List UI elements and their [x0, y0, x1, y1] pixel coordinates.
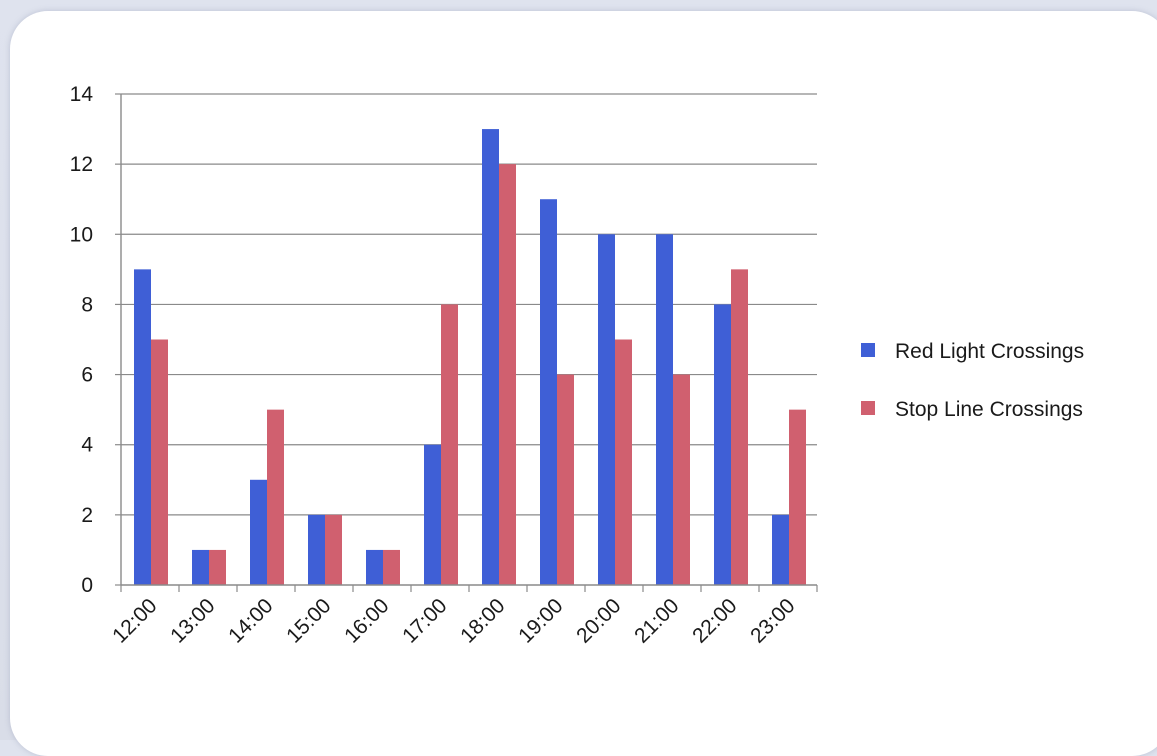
bar-stop-line-1900 [557, 374, 574, 585]
y-tick-label: 0 [81, 574, 93, 597]
y-tick-label: 10 [70, 223, 93, 246]
x-tick-label: 23:00 [746, 594, 799, 647]
axes [115, 93, 818, 592]
bar-stop-line-2200 [731, 269, 748, 585]
bar-stop-line-1200 [151, 339, 168, 585]
bar-chart: 0 2 4 6 8 10 12 14 12:00 13:00 14:00 15:00 16:00 17:… [70, 83, 1084, 648]
x-tick-label: 15:00 [282, 594, 335, 647]
legend-swatch [861, 401, 875, 415]
legend: Red Light Crossings Stop Line Crossings [861, 340, 1084, 421]
bar-red-light-1800 [482, 129, 499, 586]
bar-stop-line-1400 [267, 409, 284, 585]
bar-red-light-1200 [134, 269, 151, 585]
x-tick-label: 17:00 [398, 594, 451, 647]
bar-red-light-2300 [772, 514, 789, 585]
x-tick-label: 18:00 [456, 594, 509, 647]
bar-red-light-2200 [714, 304, 731, 585]
y-tick-label: 14 [70, 83, 94, 106]
x-tick-label: 22:00 [688, 594, 741, 647]
x-tick-label: 14:00 [224, 594, 277, 647]
bar-stop-line-1300 [209, 549, 226, 585]
bar-red-light-1700 [424, 444, 441, 585]
y-tick-labels: 0 2 4 6 8 10 12 14 [70, 83, 94, 597]
chart-card [10, 11, 1157, 756]
bar-red-light-1400 [250, 479, 267, 585]
bar-stop-line-1800 [499, 164, 516, 585]
bar-red-light-1500 [308, 514, 325, 585]
y-tick-label: 2 [81, 504, 93, 527]
y-tick-label: 6 [81, 364, 93, 387]
x-tick-label: 21:00 [630, 594, 683, 647]
x-tick-label: 16:00 [340, 594, 393, 647]
bar-stop-line-1600 [383, 549, 400, 585]
bar-stop-line-2300 [789, 409, 806, 585]
y-tick-label: 8 [81, 293, 93, 316]
x-tick-label: 12:00 [108, 594, 161, 647]
bar-red-light-1300 [192, 549, 209, 585]
bars [134, 129, 806, 586]
y-tick-label: 12 [70, 153, 93, 176]
bar-red-light-1600 [366, 549, 383, 585]
bar-stop-line-2000 [615, 339, 632, 585]
x-tick-labels: 12:00 13:00 14:00 15:00 16:00 17:00 18:00 19:00… [108, 594, 799, 647]
bar-stop-line-1700 [441, 304, 458, 585]
bar-red-light-1900 [540, 199, 557, 585]
bar-stop-line-2100 [673, 374, 690, 585]
bar-red-light-2100 [656, 234, 673, 586]
bar-red-light-2000 [598, 234, 615, 586]
legend-label: Red Light Crossings [895, 340, 1084, 363]
x-tick-label: 20:00 [572, 594, 625, 647]
y-tick-label: 4 [81, 434, 93, 457]
legend-swatch [861, 343, 875, 357]
gridlines [121, 93, 817, 516]
bar-stop-line-1500 [325, 514, 342, 585]
x-tick-label: 19:00 [514, 594, 567, 647]
legend-label: Stop Line Crossings [895, 398, 1083, 421]
x-tick-label: 13:00 [166, 594, 219, 647]
